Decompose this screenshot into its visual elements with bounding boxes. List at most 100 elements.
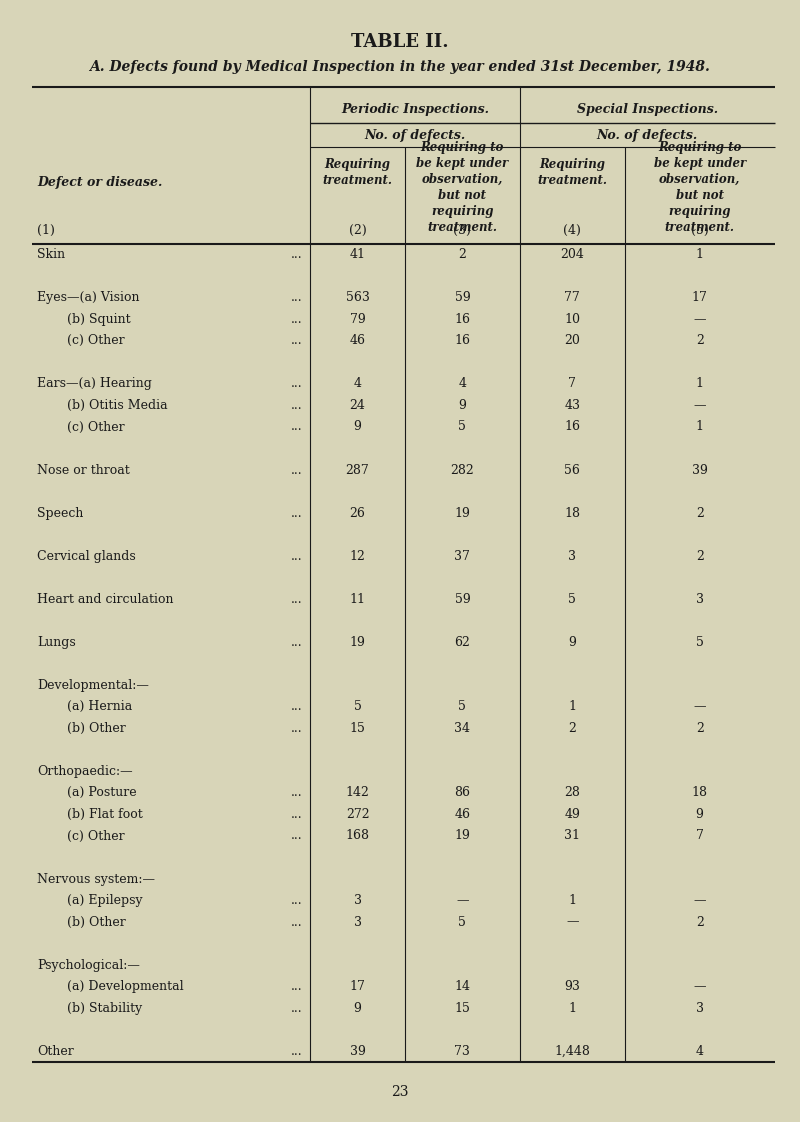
Text: 9: 9 [458,399,466,412]
Text: ...: ... [290,808,302,821]
Text: —: — [694,700,706,714]
Text: 46: 46 [350,334,366,348]
Text: 1: 1 [696,421,704,433]
Text: 2: 2 [458,248,466,261]
Text: 79: 79 [350,313,366,325]
Text: ...: ... [290,636,302,649]
Text: ...: ... [290,550,302,562]
Text: 41: 41 [350,248,366,261]
Text: (b) Other: (b) Other [67,721,126,735]
Text: 5: 5 [696,636,704,649]
Text: 19: 19 [350,636,366,649]
Text: 3: 3 [354,894,362,907]
Text: Cervical glands: Cervical glands [38,550,136,562]
Text: 73: 73 [454,1045,470,1058]
Text: ...: ... [290,334,302,348]
Text: 46: 46 [454,808,470,821]
Text: 12: 12 [350,550,366,562]
Text: ...: ... [290,292,302,304]
Text: 1: 1 [568,700,576,714]
Text: 16: 16 [454,334,470,348]
Text: 142: 142 [346,787,370,799]
Text: No. of defects.: No. of defects. [597,129,698,141]
Text: ...: ... [290,377,302,390]
Text: ...: ... [290,248,302,261]
Text: 4: 4 [696,1045,704,1058]
Text: ...: ... [290,1045,302,1058]
Text: ...: ... [290,399,302,412]
Text: 5: 5 [458,916,466,929]
Text: 86: 86 [454,787,470,799]
Text: (4): (4) [563,223,582,237]
Text: 18: 18 [564,506,580,519]
Text: (a) Developmental: (a) Developmental [67,981,184,993]
Text: 2: 2 [696,506,704,519]
Text: Requiring
treatment.: Requiring treatment. [538,157,607,186]
Text: 1: 1 [568,894,576,907]
Text: 7: 7 [568,377,576,390]
Text: 15: 15 [454,1002,470,1014]
Text: ...: ... [290,313,302,325]
Text: Nose or throat: Nose or throat [38,463,130,477]
Text: Ears—(a) Hearing: Ears—(a) Hearing [38,377,152,390]
Text: ...: ... [290,721,302,735]
Text: (b) Stability: (b) Stability [67,1002,142,1014]
Text: ...: ... [290,829,302,843]
Text: ...: ... [290,700,302,714]
Text: 5: 5 [458,421,466,433]
Text: 15: 15 [350,721,366,735]
Text: A. Defects found by Medical Inspection in the year ended 31st December, 1948.: A. Defects found by Medical Inspection i… [90,59,710,74]
Text: 19: 19 [454,829,470,843]
Text: 5: 5 [354,700,362,714]
Text: (b) Otitis Media: (b) Otitis Media [67,399,168,412]
Text: (a) Posture: (a) Posture [67,787,137,799]
Text: (5): (5) [690,223,709,237]
Text: 282: 282 [450,463,474,477]
Text: (b) Flat foot: (b) Flat foot [67,808,143,821]
Text: Nervous system:—: Nervous system:— [38,873,155,885]
Text: Orthopaedic:—: Orthopaedic:— [38,765,133,778]
Text: —: — [694,894,706,907]
Text: Heart and circulation: Heart and circulation [38,592,174,606]
Text: 93: 93 [564,981,580,993]
Text: 9: 9 [354,421,362,433]
Text: 272: 272 [346,808,370,821]
Text: 43: 43 [564,399,580,412]
Text: ...: ... [290,1002,302,1014]
Text: 4: 4 [354,377,362,390]
Text: Defect or disease.: Defect or disease. [38,175,162,188]
Text: 20: 20 [564,334,580,348]
Text: 9: 9 [568,636,576,649]
Text: (b) Squint: (b) Squint [67,313,131,325]
Text: 39: 39 [350,1045,366,1058]
Text: Psychological:—: Psychological:— [38,958,140,972]
Text: 204: 204 [560,248,584,261]
Text: (c) Other: (c) Other [67,421,125,433]
Text: Speech: Speech [38,506,84,519]
Text: 2: 2 [696,916,704,929]
Text: (1): (1) [38,223,55,237]
Text: 3: 3 [568,550,576,562]
Text: —: — [566,916,578,929]
Text: Requiring to
be kept under
observation,
but not
requiring
treatment.: Requiring to be kept under observation, … [654,140,746,233]
Text: ...: ... [290,787,302,799]
Text: 24: 24 [350,399,366,412]
Text: 4: 4 [458,377,466,390]
Text: —: — [694,313,706,325]
Text: 18: 18 [692,787,708,799]
Text: (a) Hernia: (a) Hernia [67,700,133,714]
Text: ...: ... [290,981,302,993]
Text: 56: 56 [564,463,580,477]
Text: 2: 2 [696,334,704,348]
Text: 3: 3 [696,592,704,606]
Text: 26: 26 [350,506,366,519]
Text: 37: 37 [454,550,470,562]
Text: 77: 77 [565,292,580,304]
Text: 59: 59 [454,292,470,304]
Text: Requiring to
be kept under
observation,
but not
requiring
treatment.: Requiring to be kept under observation, … [416,140,509,233]
Text: 11: 11 [350,592,366,606]
Text: 3: 3 [354,916,362,929]
Text: 1: 1 [696,377,704,390]
Text: ...: ... [290,916,302,929]
Text: 31: 31 [564,829,580,843]
